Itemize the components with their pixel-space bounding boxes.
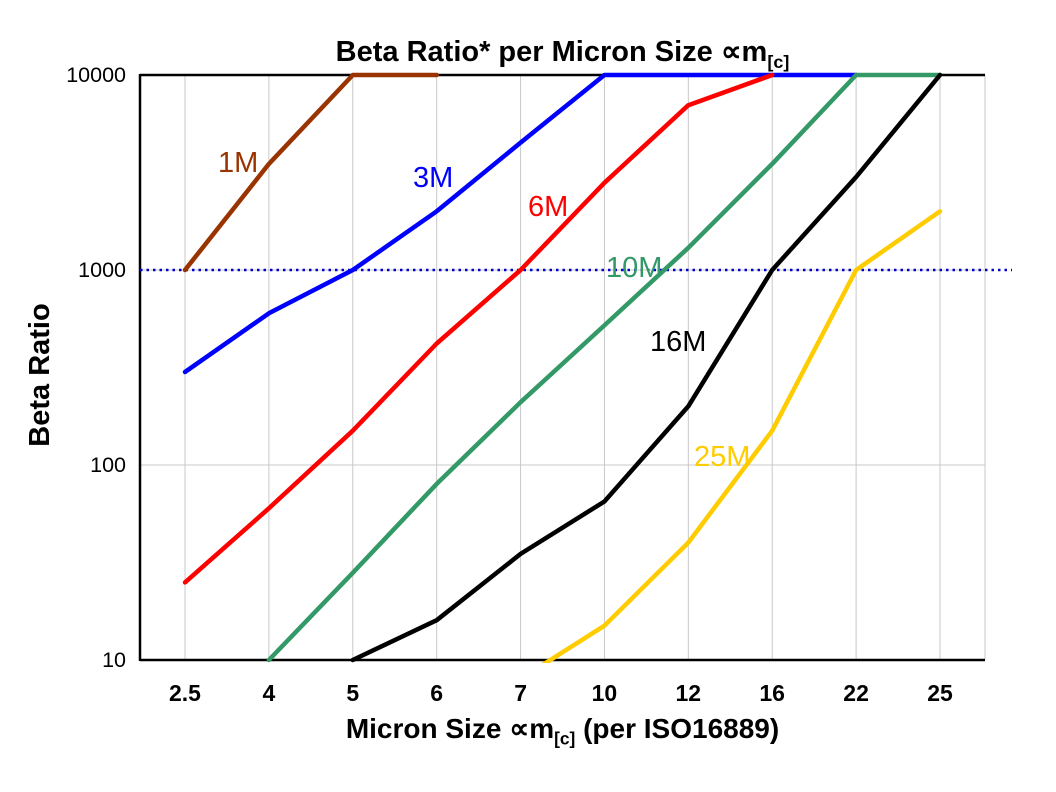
y-tick-label: 1000 (78, 258, 126, 282)
chart-title-main: Beta Ratio* per Micron Size (335, 36, 721, 68)
x-tick-label: 12 (676, 680, 702, 706)
x-tick-label: 5 (346, 680, 359, 706)
x-axis-title-symbol: ∝m (509, 713, 555, 744)
x-tick-label: 6 (430, 680, 443, 706)
y-tick-label: 10 (102, 648, 126, 672)
chart-title: Beta Ratio* per Micron Size ∝m[c] (140, 34, 985, 73)
series-line-16M (350, 72, 943, 663)
x-tick-label: 2.5 (169, 680, 201, 706)
x-tick-label: 7 (514, 680, 527, 706)
series-line-1M (182, 72, 439, 273)
y-axis-title: Beta Ratio (24, 303, 56, 447)
x-tick-label: 22 (843, 680, 869, 706)
series-label-3M: 3M (413, 162, 453, 194)
x-axis-title-subscript: [c] (554, 728, 576, 749)
series-line-6M (182, 72, 775, 585)
series-label-6M: 6M (528, 191, 568, 223)
y-tick-label: 100 (90, 453, 126, 477)
series-line-3M (182, 72, 859, 375)
x-tick-label: 4 (263, 680, 276, 706)
x-axis-title-suffix: (per ISO16889) (575, 713, 780, 744)
y-tick-label: 10000 (66, 63, 126, 87)
x-axis-title-prefix: Micron Size (345, 713, 510, 744)
series-label-1M: 1M (218, 147, 258, 179)
chart-title-subscript: [c] (767, 51, 790, 72)
x-tick-label: 25 (927, 680, 953, 706)
series-line-25M (541, 209, 943, 663)
x-tick-label: 16 (759, 680, 785, 706)
x-tick-label: 10 (592, 680, 618, 706)
series-label-16M: 16M (650, 326, 706, 358)
series-label-10M: 10M (606, 252, 662, 284)
series-label-25M: 25M (694, 441, 750, 473)
chart-title-symbol: ∝m (720, 36, 768, 68)
x-axis-title: Micron Size ∝m[c] (per ISO16889) (140, 712, 985, 750)
series-line-10M (266, 72, 943, 663)
